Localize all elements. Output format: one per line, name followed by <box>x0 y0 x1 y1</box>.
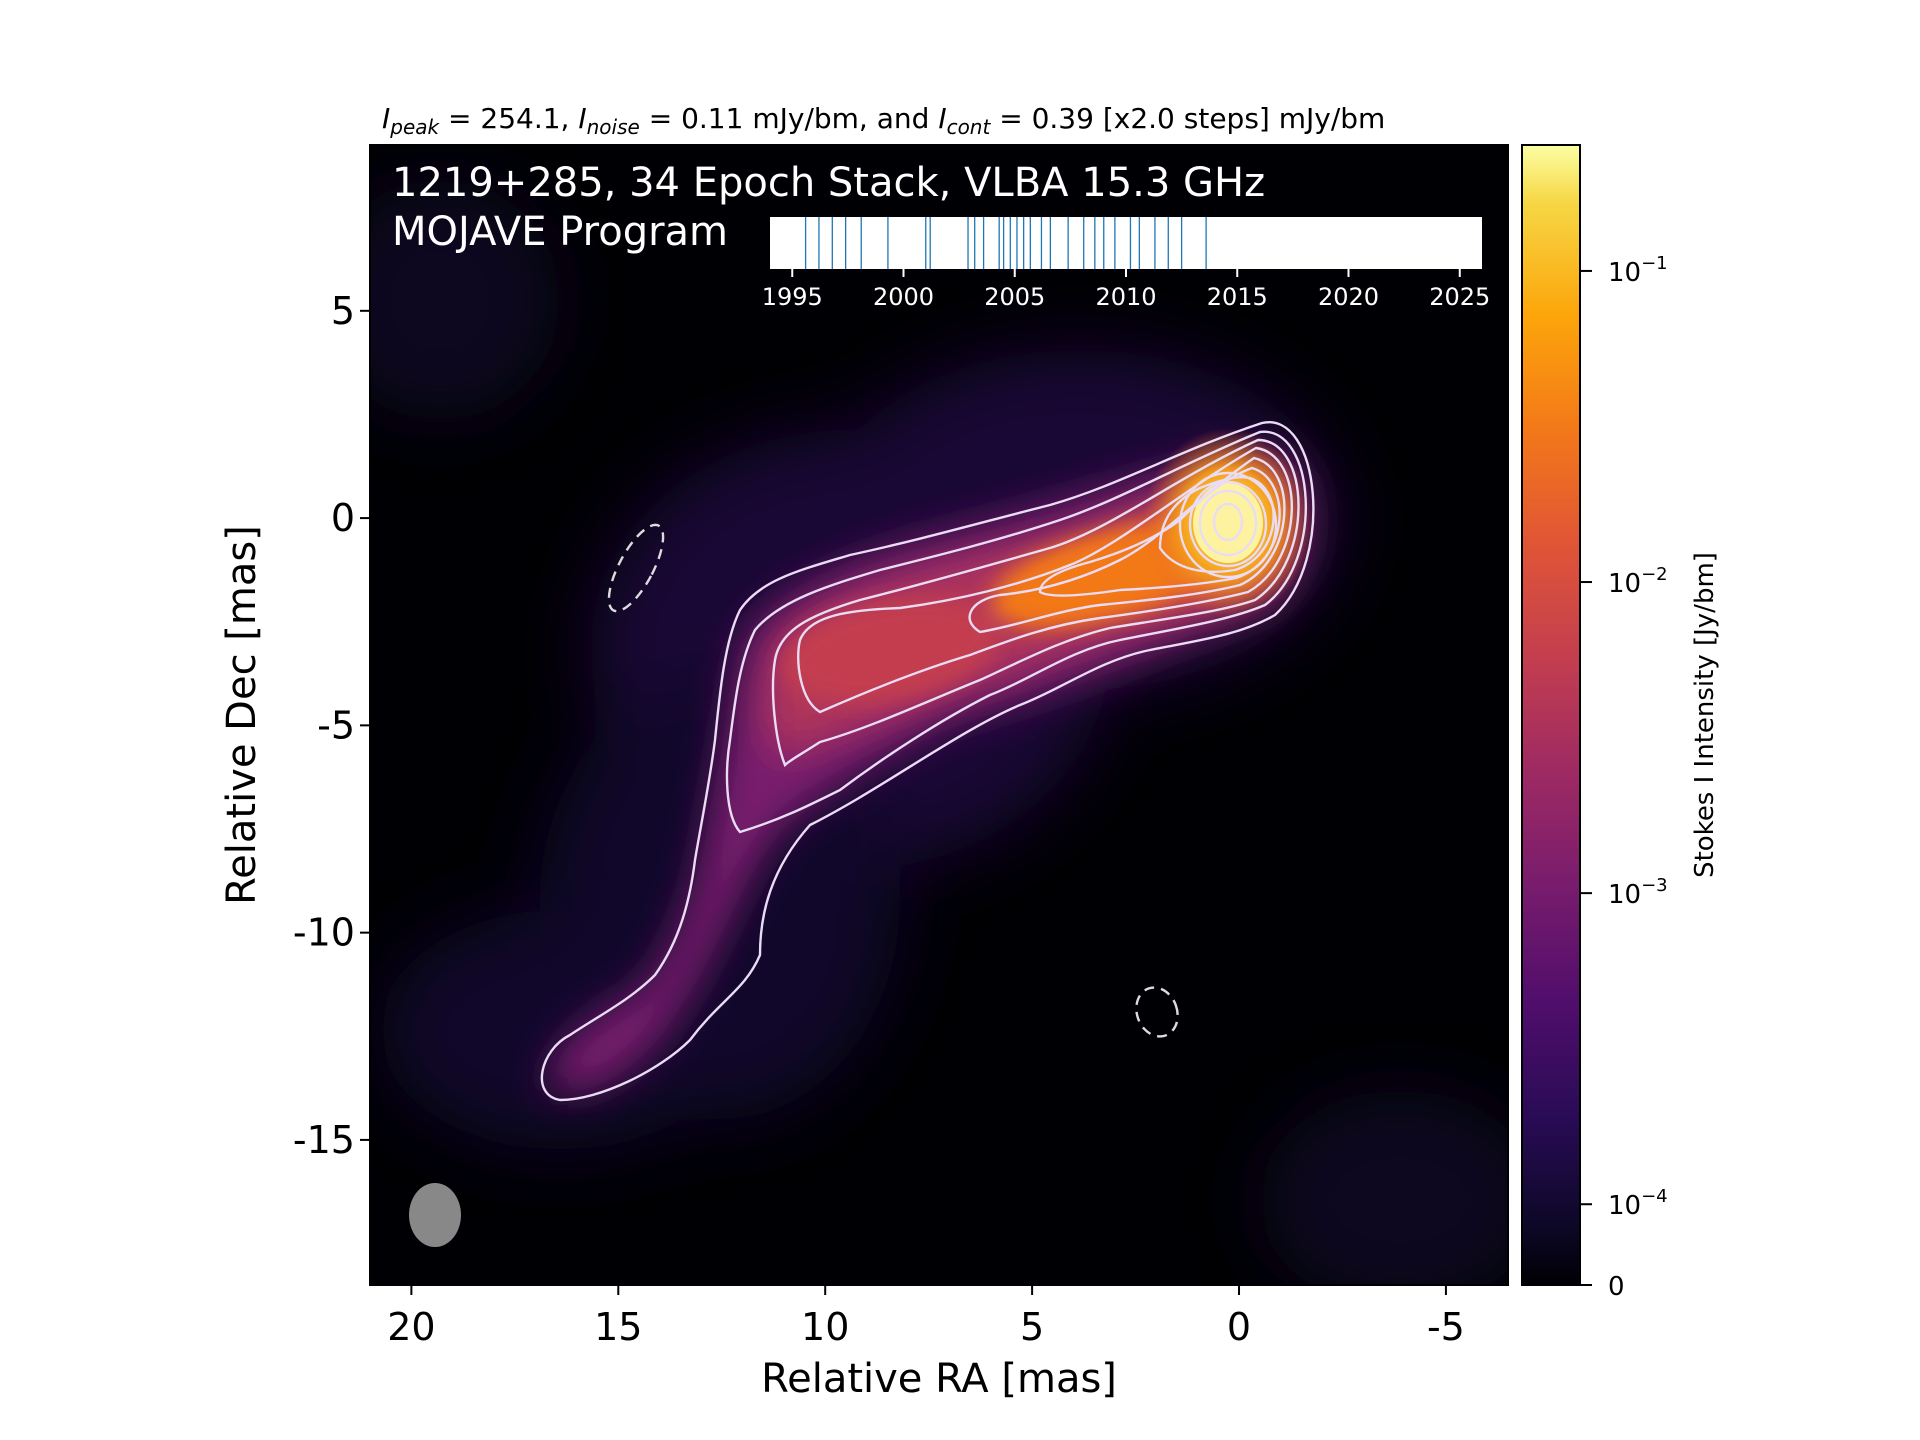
x-tick-label: 0 <box>1227 1305 1251 1349</box>
title-noise-value: 0.11 mJy/bm, and <box>681 102 929 135</box>
overlay-line-2: MOJAVE Program <box>392 209 728 255</box>
chart-title: Ipeak = 254.1, Inoise = 0.11 mJy/bm, and… <box>382 102 1385 139</box>
timeline-tick-label: 1995 <box>762 283 823 311</box>
epoch-timeline: 1995 2000 2005 2010 2015 2020 2025 <box>762 217 1490 311</box>
contours <box>540 421 1315 1102</box>
colorbar-ticks: 10−1 10−2 10−3 10−4 0 <box>1580 253 1668 1302</box>
x-tick-label: 15 <box>594 1305 642 1349</box>
contour-level-1 <box>540 421 1315 1102</box>
x-axis: 20 15 10 5 0 -5 <box>387 1285 1465 1349</box>
negative-contour-2 <box>1135 986 1179 1038</box>
x-tick-label: 5 <box>1020 1305 1044 1349</box>
colorbar <box>1521 144 1581 1286</box>
y-tick-label: -5 <box>317 703 355 747</box>
x-tick-label: -5 <box>1427 1305 1465 1349</box>
y-tick-label: 0 <box>331 496 355 540</box>
colorbar-tick-label: 0 <box>1608 1272 1625 1302</box>
negative-contours <box>607 523 1179 1038</box>
colorbar-tick-label: 10−3 <box>1608 875 1668 910</box>
intensity-map: 1219+285, 34 Epoch Stack, VLBA 15.3 GHz … <box>370 145 1508 1285</box>
colorbar-tick-label: 10−2 <box>1608 564 1668 599</box>
timeline-tick-label: 2015 <box>1207 283 1268 311</box>
contour-level-10 <box>1198 489 1258 557</box>
title-cont-sub: cont <box>947 115 992 139</box>
timeline-tick-label: 2020 <box>1318 283 1379 311</box>
x-tick-label: 10 <box>801 1305 849 1349</box>
contour-level-4 <box>797 446 1293 714</box>
y-tick-label: 5 <box>331 289 355 333</box>
y-tick-label: -10 <box>293 911 355 955</box>
timeline-tick-label: 2025 <box>1429 283 1490 311</box>
contour-level-5 <box>968 456 1286 634</box>
title-peak-value: 254.1 <box>480 102 560 135</box>
timeline-tick-label: 2010 <box>1095 283 1156 311</box>
colorbar-tick-label: 10−1 <box>1608 253 1668 288</box>
title-cont-value: 0.39 [x2.0 steps] mJy/bm <box>1032 102 1386 135</box>
contour-level-9 <box>1188 480 1268 568</box>
timeline-epochs <box>804 217 1207 269</box>
title-noise-sub: noise <box>587 115 640 139</box>
negative-contour-1 <box>607 523 665 613</box>
colorbar-tick-label: 10−4 <box>1608 1186 1668 1221</box>
y-tick-label: -15 <box>293 1118 355 1162</box>
timeline-box <box>770 217 1482 269</box>
beam-ellipse <box>409 1183 461 1247</box>
colorbar-label: Stokes I Intensity [Jy/bm] <box>1690 552 1720 878</box>
y-axis-label: Relative Dec [mas] <box>219 525 265 905</box>
timeline-tick-label: 2000 <box>873 283 934 311</box>
overlay-line-1: 1219+285, 34 Epoch Stack, VLBA 15.3 GHz <box>392 160 1265 206</box>
timeline-tick-label: 2005 <box>984 283 1045 311</box>
x-axis-label: Relative RA [mas] <box>761 1356 1117 1402</box>
contour-level-2 <box>725 430 1308 834</box>
plot-frame <box>369 144 1509 1286</box>
timeline-ticks: 1995 2000 2005 2010 2015 2020 2025 <box>762 269 1490 311</box>
y-axis: 5 0 -5 -10 -15 <box>293 289 370 1162</box>
title-peak-sub: peak <box>389 115 440 139</box>
contour-level-8 <box>1178 471 1278 579</box>
contour-level-7 <box>1158 475 1275 573</box>
contour-level-11 <box>1212 502 1244 542</box>
contour-level-3 <box>771 438 1300 768</box>
x-tick-label: 20 <box>387 1305 435 1349</box>
